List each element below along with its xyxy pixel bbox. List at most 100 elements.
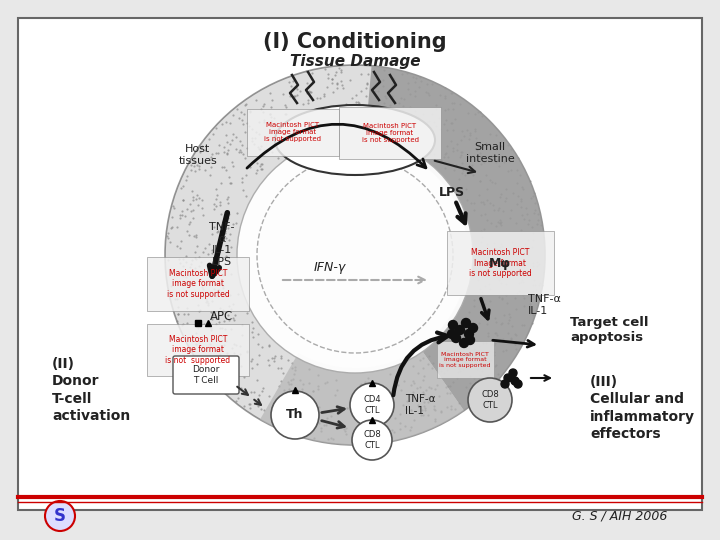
Point [174,244,186,253]
Point [405,406,417,414]
Point [398,132,410,140]
Point [383,406,395,414]
Point [448,165,459,174]
Point [480,171,492,180]
Point [220,336,231,345]
Point [516,321,528,330]
Point [459,321,471,329]
Point [482,332,494,340]
Point [392,381,404,389]
Point [405,130,416,138]
FancyArrowPatch shape [247,124,426,168]
Point [312,370,324,379]
Point [220,130,232,139]
Text: Target cell
apoptosis: Target cell apoptosis [570,316,649,344]
Point [194,306,206,314]
Point [443,363,454,372]
Point [414,72,426,81]
Point [511,165,523,174]
Point [422,394,433,403]
Point [510,340,521,349]
Point [215,198,226,206]
Point [325,126,337,135]
Point [356,86,367,95]
Point [442,141,454,150]
Point [217,163,228,172]
Point [270,411,282,420]
Point [304,408,315,417]
Point [356,70,367,78]
Point [364,399,376,407]
Point [464,379,476,387]
Point [433,114,445,123]
Point [286,120,297,129]
Point [424,150,436,158]
Point [418,398,429,407]
Point [234,113,246,122]
Point [180,176,192,184]
Point [188,232,199,240]
Point [495,190,507,198]
Point [474,370,486,379]
Point [196,269,207,278]
Point [428,150,440,158]
Point [295,431,307,440]
Point [361,123,372,131]
Point [405,381,417,390]
Point [472,144,483,153]
Point [495,215,506,224]
Point [302,112,313,121]
Point [472,107,484,116]
Point [500,185,512,193]
Point [431,381,442,389]
Point [356,110,368,118]
Point [341,424,352,433]
Point [294,87,305,96]
Point [405,90,416,98]
Text: Small
intestine: Small intestine [466,142,514,164]
Point [325,411,337,420]
Point [166,222,178,231]
Point [246,354,258,363]
Point [496,295,508,303]
Point [462,330,474,339]
Point [394,419,405,428]
Point [411,394,423,402]
Point [434,125,446,133]
Point [318,421,330,429]
Point [330,123,341,132]
Point [302,79,313,87]
Point [423,382,434,391]
Point [379,92,391,100]
Point [528,276,539,285]
Point [318,90,329,99]
Point [515,202,526,211]
Point [510,219,522,228]
Point [397,114,408,123]
Point [490,374,501,382]
Point [193,323,204,332]
Point [238,110,250,118]
Point [362,382,374,391]
Point [210,201,222,210]
Point [459,131,470,140]
Point [330,390,341,399]
Point [474,265,485,274]
Point [485,356,497,365]
Point [441,126,453,134]
Point [471,322,482,331]
Circle shape [449,321,457,329]
Circle shape [462,319,470,327]
Point [401,131,413,139]
Point [236,331,248,340]
Point [306,130,318,139]
Point [475,197,487,206]
Point [222,199,233,208]
Point [390,414,401,422]
Point [270,404,282,413]
Point [370,79,382,88]
Point [184,218,196,227]
Point [206,297,217,306]
Point [249,133,261,142]
Point [350,98,361,106]
